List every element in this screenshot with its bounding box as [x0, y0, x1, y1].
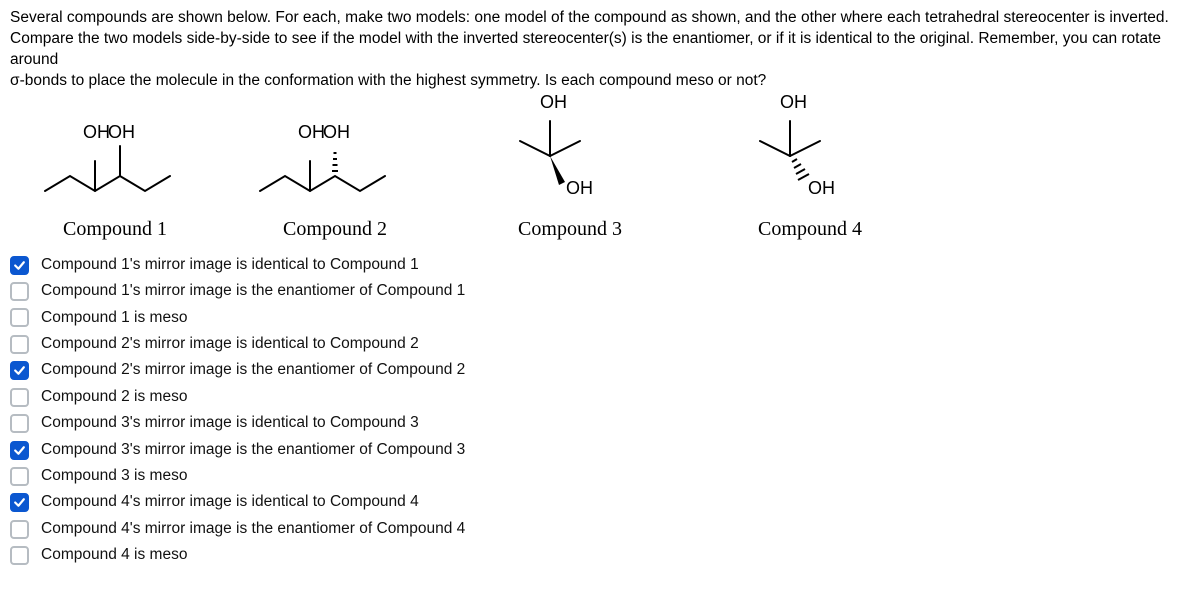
- compound-4-structure: OH OH: [730, 96, 890, 206]
- checkbox[interactable]: [10, 308, 29, 327]
- option-label: Compound 4's mirror image is identical t…: [41, 492, 419, 513]
- option-label: Compound 2's mirror image is the enantio…: [41, 360, 465, 381]
- option-row[interactable]: Compound 4 is meso: [10, 545, 1190, 566]
- oh-label: OH: [108, 122, 135, 142]
- compound-1: OH OH Compound 1: [10, 96, 220, 243]
- oh-label: OH: [808, 178, 835, 198]
- compound-2-structure: OH OH: [250, 96, 420, 206]
- option-label: Compound 1 is meso: [41, 308, 187, 329]
- option-label: Compound 1's mirror image is identical t…: [41, 255, 419, 276]
- checkbox[interactable]: [10, 414, 29, 433]
- checkbox[interactable]: [10, 546, 29, 565]
- option-row[interactable]: Compound 2's mirror image is the enantio…: [10, 360, 1190, 381]
- compound-3-label: Compound 3: [518, 216, 622, 243]
- compound-2-label: Compound 2: [283, 216, 387, 243]
- option-row[interactable]: Compound 4's mirror image is the enantio…: [10, 519, 1190, 540]
- options-list: Compound 1's mirror image is identical t…: [10, 255, 1190, 567]
- option-label: Compound 2's mirror image is identical t…: [41, 334, 419, 355]
- checkbox[interactable]: [10, 256, 29, 275]
- oh-label: OH: [780, 92, 807, 112]
- compound-1-structure: OH OH: [35, 96, 195, 206]
- option-row[interactable]: Compound 1's mirror image is identical t…: [10, 255, 1190, 276]
- compounds-row: OH OH Compound 1 OH OH: [10, 96, 1190, 243]
- oh-label: OH: [566, 178, 593, 198]
- checkbox[interactable]: [10, 335, 29, 354]
- option-label: Compound 4 is meso: [41, 545, 187, 566]
- compound-4: OH OH Compound 4: [690, 96, 930, 243]
- checkbox[interactable]: [10, 388, 29, 407]
- option-label: Compound 2 is meso: [41, 387, 187, 408]
- compound-3-structure: OH OH: [490, 96, 650, 206]
- checkbox[interactable]: [10, 361, 29, 380]
- option-label: Compound 3's mirror image is identical t…: [41, 413, 419, 434]
- option-label: Compound 4's mirror image is the enantio…: [41, 519, 465, 540]
- compound-1-label: Compound 1: [63, 216, 167, 243]
- compound-3: OH OH Compound 3: [450, 96, 690, 243]
- checkbox[interactable]: [10, 441, 29, 460]
- question-prompt: Several compounds are shown below. For e…: [10, 8, 1190, 92]
- option-row[interactable]: Compound 3's mirror image is the enantio…: [10, 440, 1190, 461]
- checkbox[interactable]: [10, 520, 29, 539]
- oh-label: OH: [83, 122, 110, 142]
- checkbox[interactable]: [10, 467, 29, 486]
- prompt-line: Compare the two models side-by-side to s…: [10, 29, 1190, 71]
- checkbox[interactable]: [10, 493, 29, 512]
- option-row[interactable]: Compound 3 is meso: [10, 466, 1190, 487]
- prompt-line: Several compounds are shown below. For e…: [10, 8, 1190, 29]
- option-label: Compound 1's mirror image is the enantio…: [41, 281, 465, 302]
- option-row[interactable]: Compound 2's mirror image is identical t…: [10, 334, 1190, 355]
- option-row[interactable]: Compound 3's mirror image is identical t…: [10, 413, 1190, 434]
- option-row[interactable]: Compound 4's mirror image is identical t…: [10, 492, 1190, 513]
- compound-4-label: Compound 4: [758, 216, 862, 243]
- checkbox[interactable]: [10, 282, 29, 301]
- option-row[interactable]: Compound 1's mirror image is the enantio…: [10, 281, 1190, 302]
- oh-label: OH: [540, 92, 567, 112]
- option-label: Compound 3 is meso: [41, 466, 187, 487]
- oh-label: OH: [298, 122, 325, 142]
- oh-label: OH: [323, 122, 350, 142]
- option-row[interactable]: Compound 1 is meso: [10, 308, 1190, 329]
- option-label: Compound 3's mirror image is the enantio…: [41, 440, 465, 461]
- compound-2: OH OH Compound 2: [220, 96, 450, 243]
- option-row[interactable]: Compound 2 is meso: [10, 387, 1190, 408]
